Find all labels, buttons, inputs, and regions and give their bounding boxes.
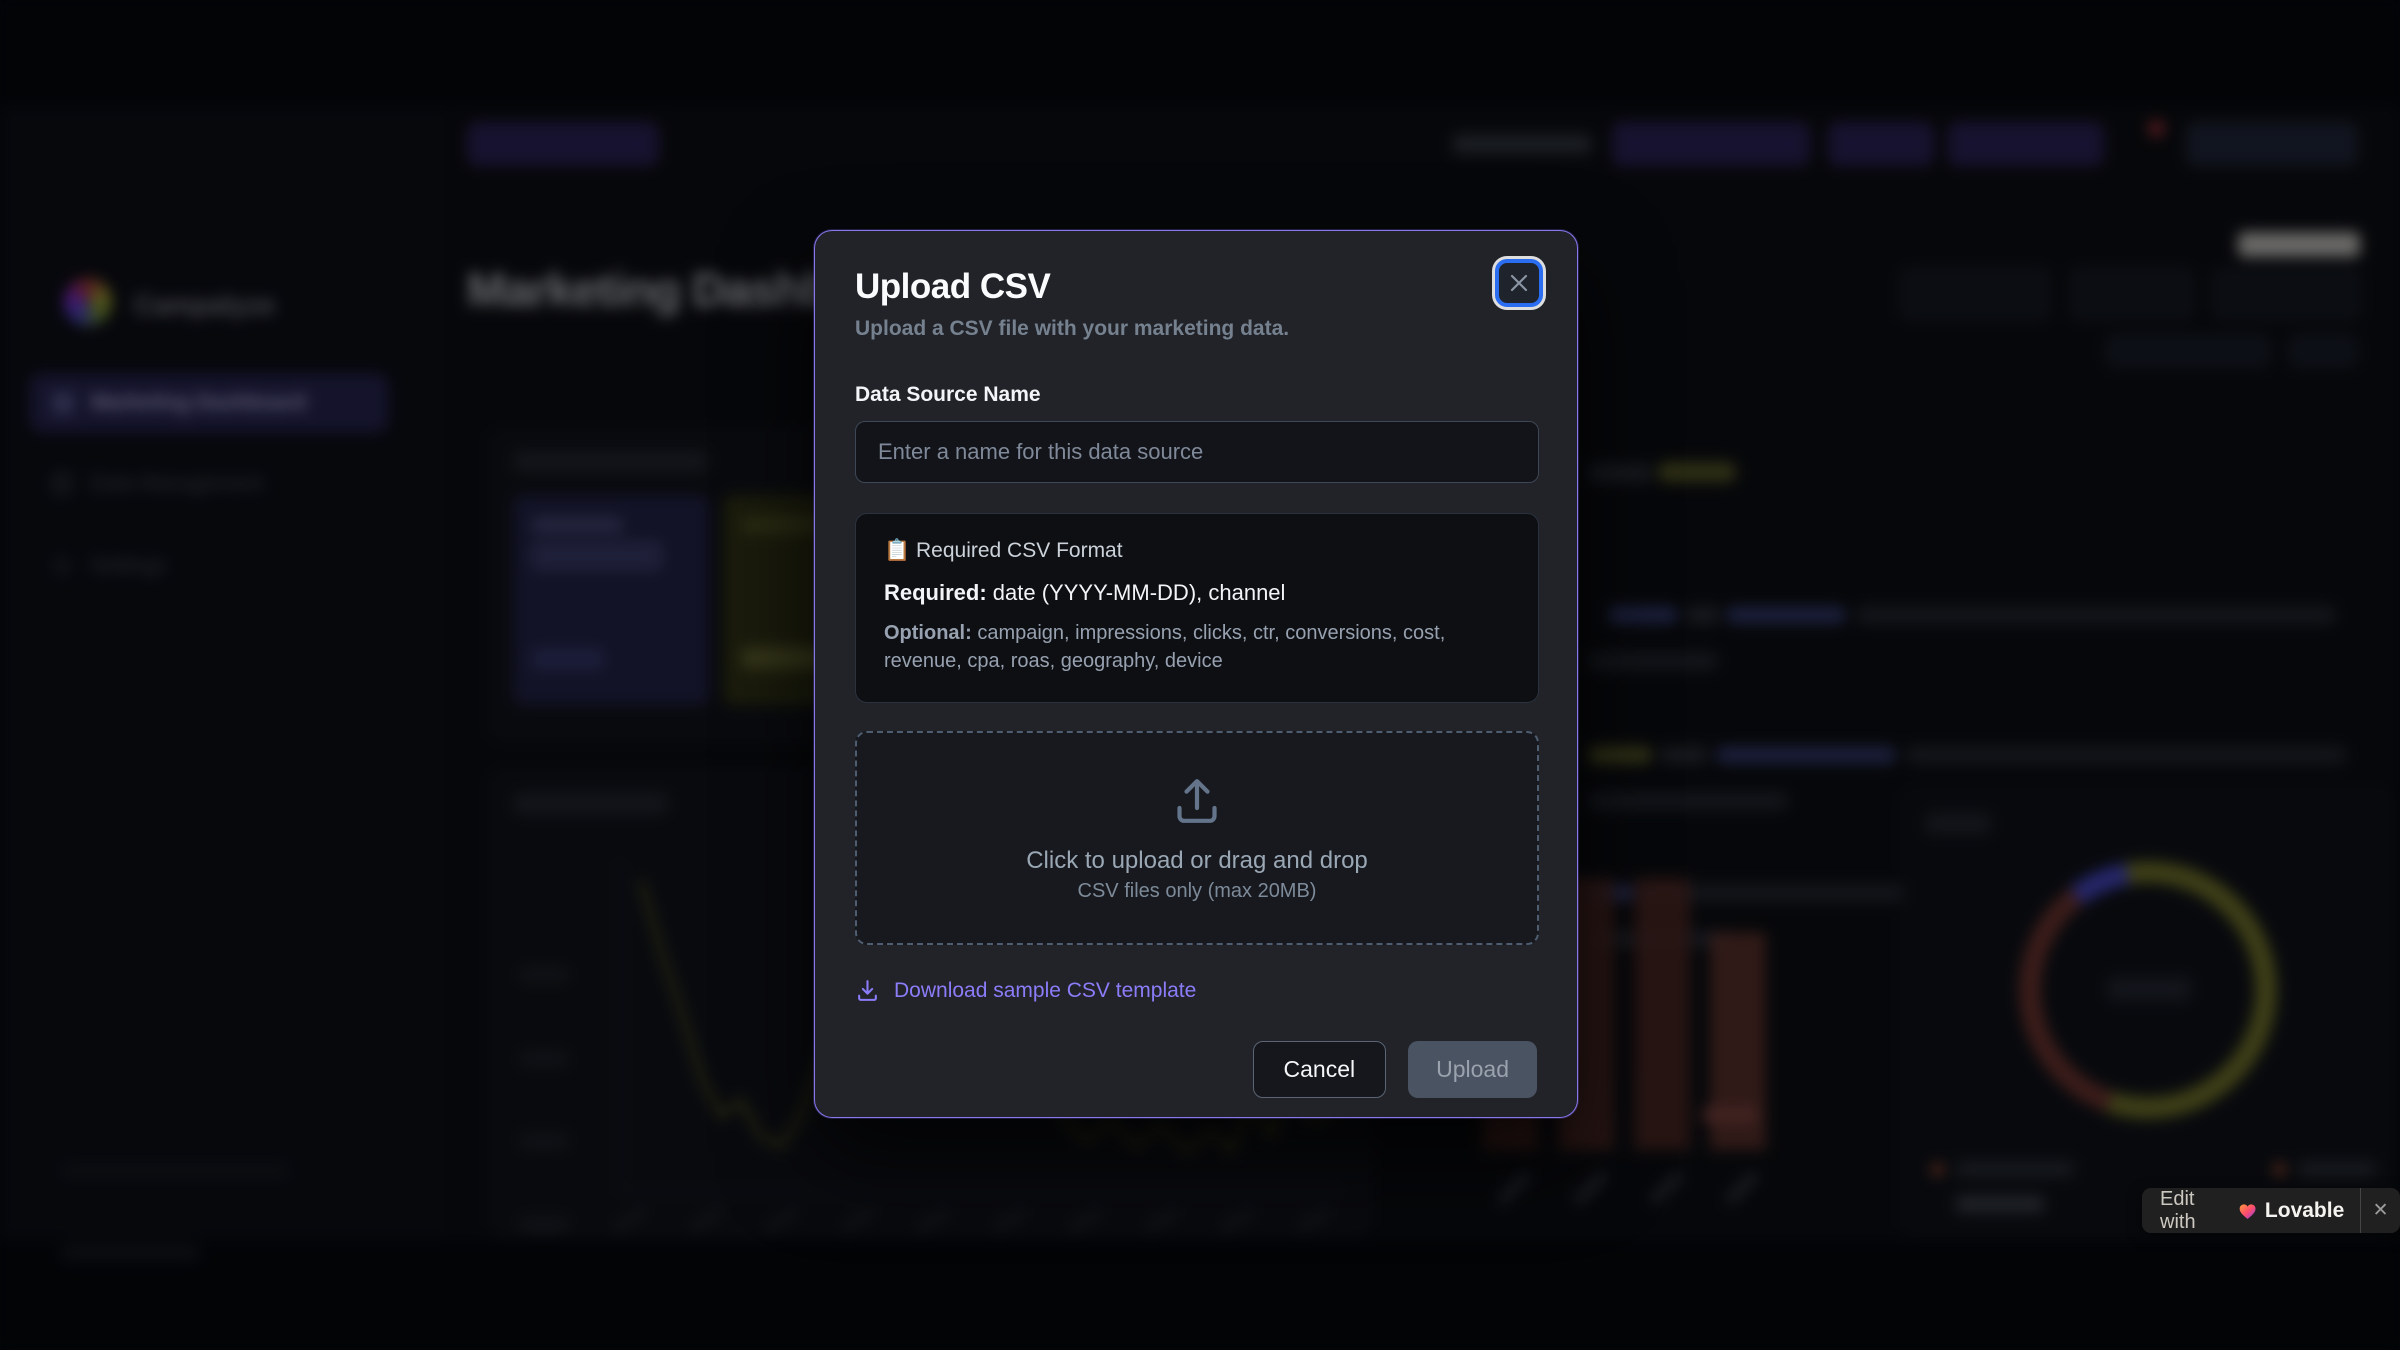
dropzone-primary-text: Click to upload or drag and drop [1026,847,1368,874]
lovable-badge-prefix: Edit with [2160,1187,2196,1233]
dropzone-secondary-text: CSV files only (max 20MB) [1077,880,1317,902]
csv-format-heading: 📋 Required CSV Format [884,539,1123,562]
lovable-badge[interactable]: Edit with Lovable ✕ [2142,1188,2400,1233]
lovable-badge-divider [2360,1188,2362,1233]
csv-required-line: Required: date (YYYY-MM-DD), channel [884,580,1286,605]
download-link-label: Download sample CSV template [894,978,1197,1002]
clipboard-icon: 📋 [884,539,911,562]
close-button[interactable] [1495,259,1543,307]
modal-title: Upload CSV [855,267,1051,306]
modal-footer: Cancel Upload [855,1041,1537,1098]
download-template-link[interactable]: Download sample CSV template [855,978,1196,1003]
data-source-name-input[interactable] [855,421,1539,483]
cancel-button[interactable]: Cancel [1252,1041,1387,1098]
download-icon [858,980,877,1001]
csv-format-box: 📋 Required CSV Format Required: date (YY… [855,513,1539,703]
lovable-badge-brand: Lovable [2264,1198,2345,1222]
data-source-name-label: Data Source Name [855,383,1041,406]
close-icon [1510,274,1528,292]
upload-csv-modal: Upload CSV Upload a CSV file with your m… [814,230,1578,1118]
file-dropzone[interactable]: Click to upload or drag and drop CSV fil… [855,731,1539,945]
lovable-heart-icon [2239,1203,2256,1219]
upload-button[interactable]: Upload [1408,1041,1537,1098]
csv-optional-line: Optional: campaign, impressions, clicks,… [884,622,1446,672]
lovable-badge-close-icon[interactable]: ✕ [2372,1200,2389,1221]
modal-subtitle: Upload a CSV file with your marketing da… [855,317,1290,340]
upload-icon [1177,779,1217,823]
